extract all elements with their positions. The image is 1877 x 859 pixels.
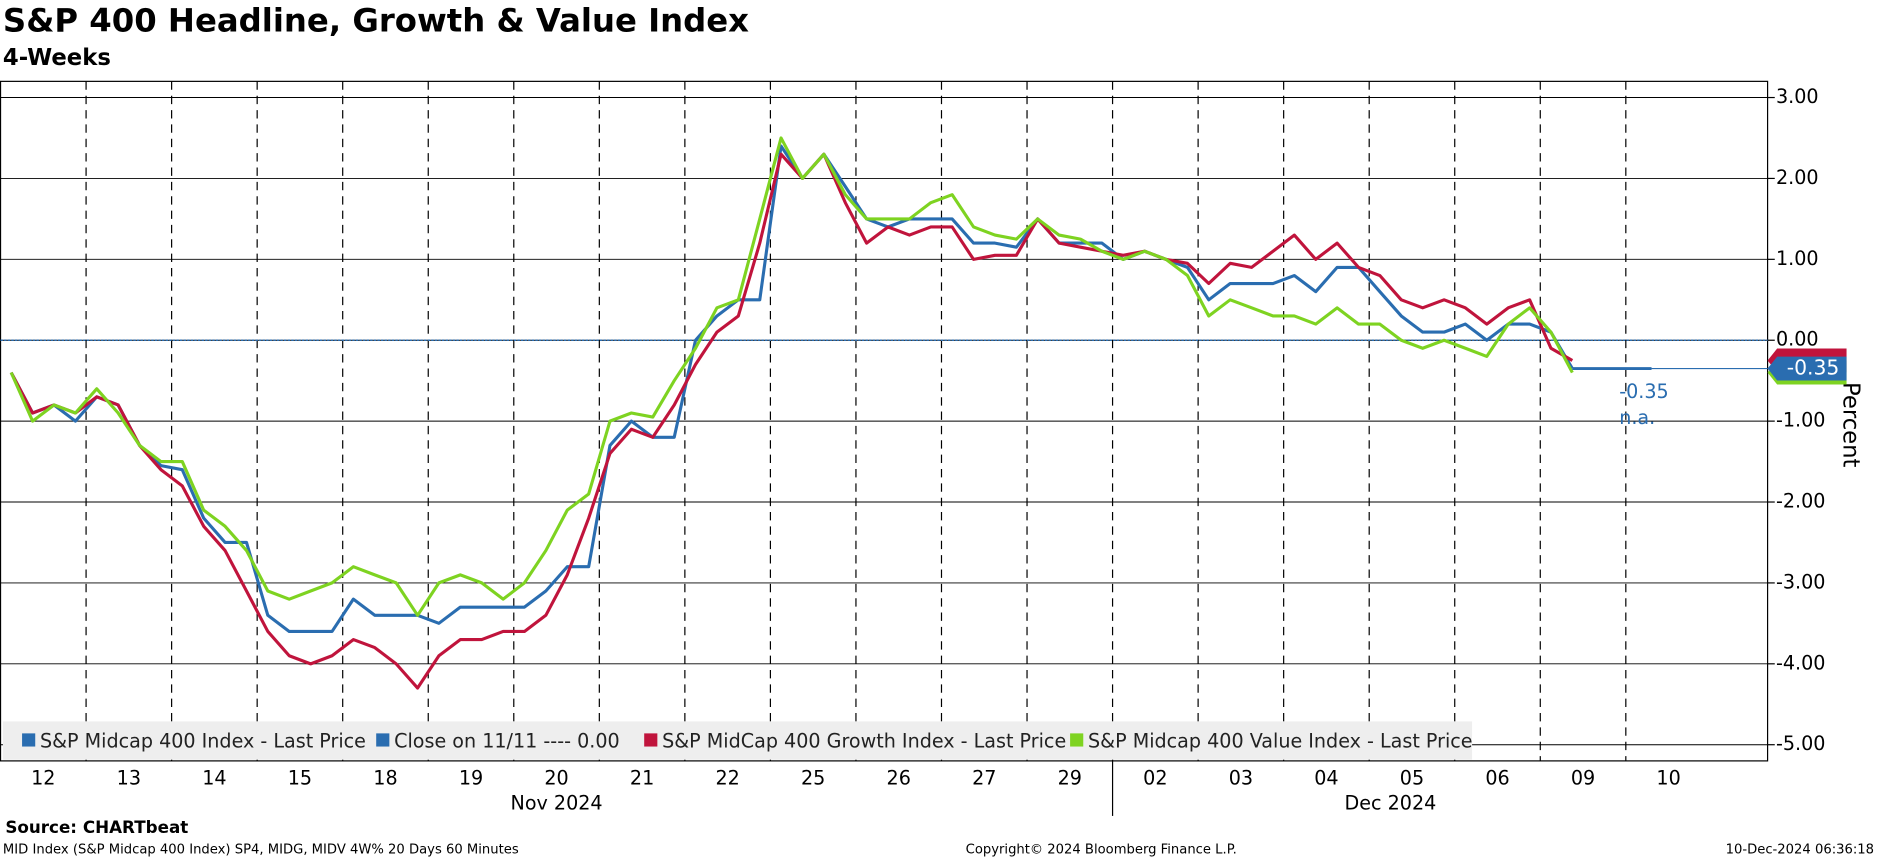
month-label: Dec 2024 [1345,791,1437,814]
x-tick-label: 20 [544,766,568,789]
x-tick-label: 14 [202,766,226,789]
legend-label: S&P MidCap 400 Growth Index - Last Price [662,729,1066,752]
last-value-flag [1767,356,1847,381]
series-line [9,144,1574,634]
legend-background [2,721,1473,760]
y-tick-label: 3.00 [1776,85,1819,108]
footer-center: Copyright© 2024 Bloomberg Finance L.P. [966,842,1237,857]
legend-label: S&P Midcap 400 Index - Last Price [40,729,366,752]
x-tick-label: 10 [1656,766,1680,789]
x-tick-label: 05 [1400,766,1424,789]
legend-label: Close on 11/11 ---- 0.00 [394,729,620,752]
annotation: n.a. [1619,406,1655,429]
x-tick-label: 12 [31,766,55,789]
x-tick-label: 06 [1485,766,1509,789]
y-tick-label: 2.00 [1776,166,1819,189]
last-value-label: -0.35 [1787,356,1840,380]
x-tick-label: 29 [1058,766,1082,789]
source: Source: CHARTbeat [5,817,188,837]
x-tick-label: 26 [887,766,911,789]
x-tick-label: 25 [801,766,825,789]
footer-left: MID Index (S&P Midcap 400 Index) SP4, MI… [3,842,519,857]
x-tick-label: 03 [1229,766,1253,789]
month-label: Nov 2024 [511,791,603,814]
y-tick-label: -1.00 [1776,409,1825,432]
y-tick-label: -2.00 [1776,490,1825,513]
annotation: -0.35 [1619,380,1668,403]
x-tick-label: 13 [117,766,141,789]
x-tick-label: 21 [630,766,654,789]
chart-subtitle: 4-Weeks [3,45,111,71]
x-tick-label: 02 [1143,766,1167,789]
x-tick-label: 19 [459,766,483,789]
series-line [9,136,1574,617]
x-tick-label: 15 [288,766,312,789]
x-tick-label: 18 [373,766,397,789]
y-tick-label: 1.00 [1776,247,1819,270]
y-tick-label: -5.00 [1776,732,1825,755]
legend-label: S&P Midcap 400 Value Index - Last Price [1088,729,1473,752]
x-tick-label: 09 [1571,766,1595,789]
x-tick-label: 27 [972,766,996,789]
chart-title: S&P 400 Headline, Growth & Value Index [3,2,749,40]
y-tick-label: -4.00 [1776,651,1825,674]
legend-swatch [376,733,390,747]
legend-swatch [644,733,658,747]
legend-swatch [1070,733,1084,747]
footer-right: 10-Dec-2024 06:36:18 [1726,842,1874,857]
series-line [9,152,1574,690]
x-tick-label: 22 [715,766,739,789]
y-tick-label: -3.00 [1776,570,1825,593]
legend-swatch [22,733,36,747]
x-tick-label: 04 [1314,766,1338,789]
y-axis-label: Percent [1838,382,1864,468]
y-tick-label: 0.00 [1776,328,1819,351]
